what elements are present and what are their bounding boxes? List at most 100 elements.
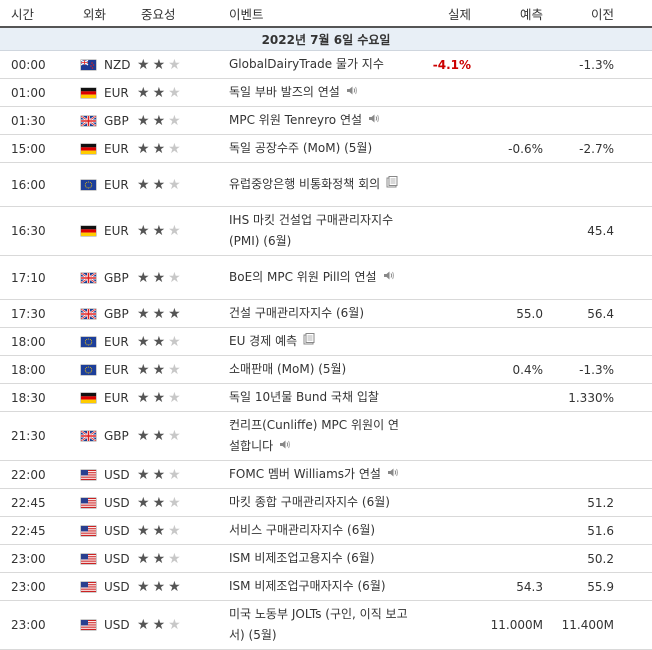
event-time: 18:30 (0, 383, 77, 412)
event-title-cell[interactable]: 소매판매 (MoM) (5월) (225, 355, 413, 384)
event-title[interactable]: IHS 마킷 건설업 구매관리자지수 (PMI) (6월) (229, 213, 394, 248)
event-row[interactable]: 18:00 EUR ★★★ EU 경제 예측 (0, 327, 652, 356)
event-currency: EUR (77, 355, 137, 384)
event-title-cell[interactable]: 건설 구매관리자지수 (6월) (225, 299, 413, 328)
header-previous[interactable]: 이전 (551, 0, 652, 28)
event-title-cell[interactable]: EU 경제 예측 (225, 327, 413, 356)
document-icon[interactable] (386, 174, 398, 195)
event-row[interactable]: 22:45 USD ★★★ 서비스 구매관리자지수 (6월) 51.6 (0, 516, 652, 545)
event-row[interactable]: 23:00 USD ★★★ ISM 비제조업구매자지수 (6월) 54.3 55.9 (0, 572, 652, 601)
event-previous: 56.4 (551, 299, 652, 328)
event-title[interactable]: FOMC 멤버 Williams가 연설 (229, 467, 381, 481)
speaker-icon[interactable] (368, 110, 380, 131)
event-currency: USD (77, 572, 137, 601)
speaker-icon[interactable] (387, 464, 399, 485)
event-title-cell[interactable]: 독일 부바 발즈의 연설 (225, 78, 413, 107)
event-row[interactable]: 16:00 EUR ★★★ 유럽중앙은행 비통화정책 회의 (0, 162, 652, 207)
event-time: 18:00 (0, 327, 77, 356)
event-time: 22:00 (0, 460, 77, 489)
event-title[interactable]: BoE의 MPC 위원 Pill의 연설 (229, 270, 377, 284)
importance-stars: ★★★ (137, 255, 225, 300)
event-title-cell[interactable]: 독일 10년물 Bund 국채 입찰 (225, 383, 413, 412)
event-title[interactable]: 독일 부바 발즈의 연설 (229, 85, 340, 99)
gb-flag-icon (77, 429, 104, 443)
document-icon[interactable] (303, 331, 315, 352)
event-forecast: 0.4% (479, 355, 551, 384)
star-icon: ★ (137, 578, 153, 595)
event-row[interactable]: 16:30 EUR ★★★ IHS 마킷 건설업 구매관리자지수 (PMI) (6월)… (0, 206, 652, 256)
event-title-cell[interactable]: 미국 노동부 JOLTs (구인, 이직 보고서) (5월) (225, 600, 413, 650)
eu-flag-icon (77, 178, 104, 192)
event-row[interactable]: 22:00 USD ★★★ FOMC 멤버 Williams가 연설 (0, 460, 652, 489)
gb-flag-icon (77, 271, 104, 285)
event-row[interactable]: 17:10 GBP ★★★ BoE의 MPC 위원 Pill의 연설 (0, 255, 652, 300)
header-actual[interactable]: 실제 (413, 0, 479, 28)
event-title-cell[interactable]: IHS 마킷 건설업 구매관리자지수 (PMI) (6월) (225, 206, 413, 256)
event-actual (413, 572, 479, 601)
event-row[interactable]: 23:00 USD ★★★ ISM 비제조업고용지수 (6월) 50.2 (0, 544, 652, 573)
event-previous (551, 460, 652, 489)
event-title-cell[interactable]: 컨리프(Cunliffe) MPC 위원이 연설합니다 (225, 411, 413, 461)
speaker-icon[interactable] (346, 82, 358, 103)
event-title-cell[interactable]: 독일 공장수주 (MoM) (5월) (225, 134, 413, 163)
event-currency: GBP (77, 299, 137, 328)
speaker-icon[interactable] (279, 436, 291, 457)
event-forecast: 55.0 (479, 299, 551, 328)
event-title-cell[interactable]: 마킷 종합 구매관리자지수 (6월) (225, 488, 413, 517)
header-currency[interactable]: 외화 (77, 0, 137, 28)
event-title-cell[interactable]: GlobalDairyTrade 물가 지수 (225, 50, 413, 79)
header-time[interactable]: 시간 (0, 0, 77, 28)
event-title-cell[interactable]: ISM 비제조업고용지수 (6월) (225, 544, 413, 573)
event-row[interactable]: 01:00 EUR ★★★ 독일 부바 발즈의 연설 (0, 78, 652, 107)
header-forecast[interactable]: 예측 (479, 0, 551, 28)
event-title-cell[interactable]: 서비스 구매관리자지수 (6월) (225, 516, 413, 545)
us-flag-icon (77, 524, 104, 538)
event-title[interactable]: 컨리프(Cunliffe) MPC 위원이 연설합니다 (229, 418, 399, 453)
event-title-cell[interactable]: FOMC 멤버 Williams가 연설 (225, 460, 413, 489)
event-title[interactable]: ISM 비제조업고용지수 (6월) (229, 551, 375, 565)
event-title[interactable]: 독일 공장수주 (MoM) (5월) (229, 141, 373, 155)
event-title-cell[interactable]: 유럽중앙은행 비통화정책 회의 (225, 162, 413, 207)
event-actual (413, 411, 479, 461)
star-icon: ★ (137, 550, 153, 567)
event-title[interactable]: EU 경제 예측 (229, 334, 298, 348)
event-title[interactable]: GlobalDairyTrade 물가 지수 (229, 57, 384, 71)
event-title[interactable]: 독일 10년물 Bund 국채 입찰 (229, 390, 379, 404)
event-row[interactable]: 15:00 EUR ★★★ 독일 공장수주 (MoM) (5월) -0.6% -2.7% (0, 134, 652, 163)
importance-stars: ★★★ (137, 460, 225, 489)
event-forecast (479, 50, 551, 79)
header-importance[interactable]: 중요성 (137, 0, 225, 28)
importance-stars: ★★★ (137, 516, 225, 545)
speaker-icon[interactable] (383, 267, 395, 288)
event-actual (413, 516, 479, 545)
event-title-cell[interactable]: ISM 비제조업구매자지수 (6월) (225, 572, 413, 601)
event-title[interactable]: 서비스 구매관리자지수 (6월) (229, 523, 376, 537)
event-title[interactable]: ISM 비제조업구매자지수 (6월) (229, 579, 386, 593)
event-row[interactable]: 18:00 EUR ★★★ 소매판매 (MoM) (5월) 0.4% -1.3% (0, 355, 652, 384)
event-title[interactable]: MPC 위원 Tenreyro 연설 (229, 113, 363, 127)
header-event[interactable]: 이벤트 (225, 0, 413, 28)
event-row[interactable]: 21:30 GBP ★★★ 컨리프(Cunliffe) MPC 위원이 연설합니다 (0, 411, 652, 461)
event-title[interactable]: 마킷 종합 구매관리자지수 (6월) (229, 495, 390, 509)
event-row[interactable]: 17:30 GBP ★★★ 건설 구매관리자지수 (6월) 55.0 56.4 (0, 299, 652, 328)
event-row[interactable]: 18:30 EUR ★★★ 독일 10년물 Bund 국채 입찰 1.330% (0, 383, 652, 412)
nz-flag-icon (77, 58, 104, 72)
event-title-cell[interactable]: MPC 위원 Tenreyro 연설 (225, 106, 413, 135)
event-title[interactable]: 유럽중앙은행 비통화정책 회의 (229, 177, 381, 191)
event-previous (551, 411, 652, 461)
event-title[interactable]: 소매판매 (MoM) (5월) (229, 362, 347, 376)
event-title[interactable]: 건설 구매관리자지수 (6월) (229, 306, 365, 320)
event-time: 22:45 (0, 516, 77, 545)
star-icon: ★ (137, 56, 153, 73)
importance-stars: ★★★ (137, 78, 225, 107)
star-icon: ★ (168, 84, 184, 101)
de-flag-icon (77, 86, 104, 100)
event-actual (413, 162, 479, 207)
event-row[interactable]: 22:45 USD ★★★ 마킷 종합 구매관리자지수 (6월) 51.2 (0, 488, 652, 517)
event-row[interactable]: 01:30 GBP ★★★ MPC 위원 Tenreyro 연설 (0, 106, 652, 135)
event-title-cell[interactable]: BoE의 MPC 위원 Pill의 연설 (225, 255, 413, 300)
star-icon: ★ (152, 333, 169, 350)
event-row[interactable]: 23:00 USD ★★★ 미국 노동부 JOLTs (구인, 이직 보고서) (5월… (0, 600, 652, 650)
event-title[interactable]: 미국 노동부 JOLTs (구인, 이직 보고서) (5월) (229, 607, 408, 642)
event-row[interactable]: 00:00 NZD ★★★ GlobalDairyTrade 물가 지수 -4.1% -1… (0, 50, 652, 79)
